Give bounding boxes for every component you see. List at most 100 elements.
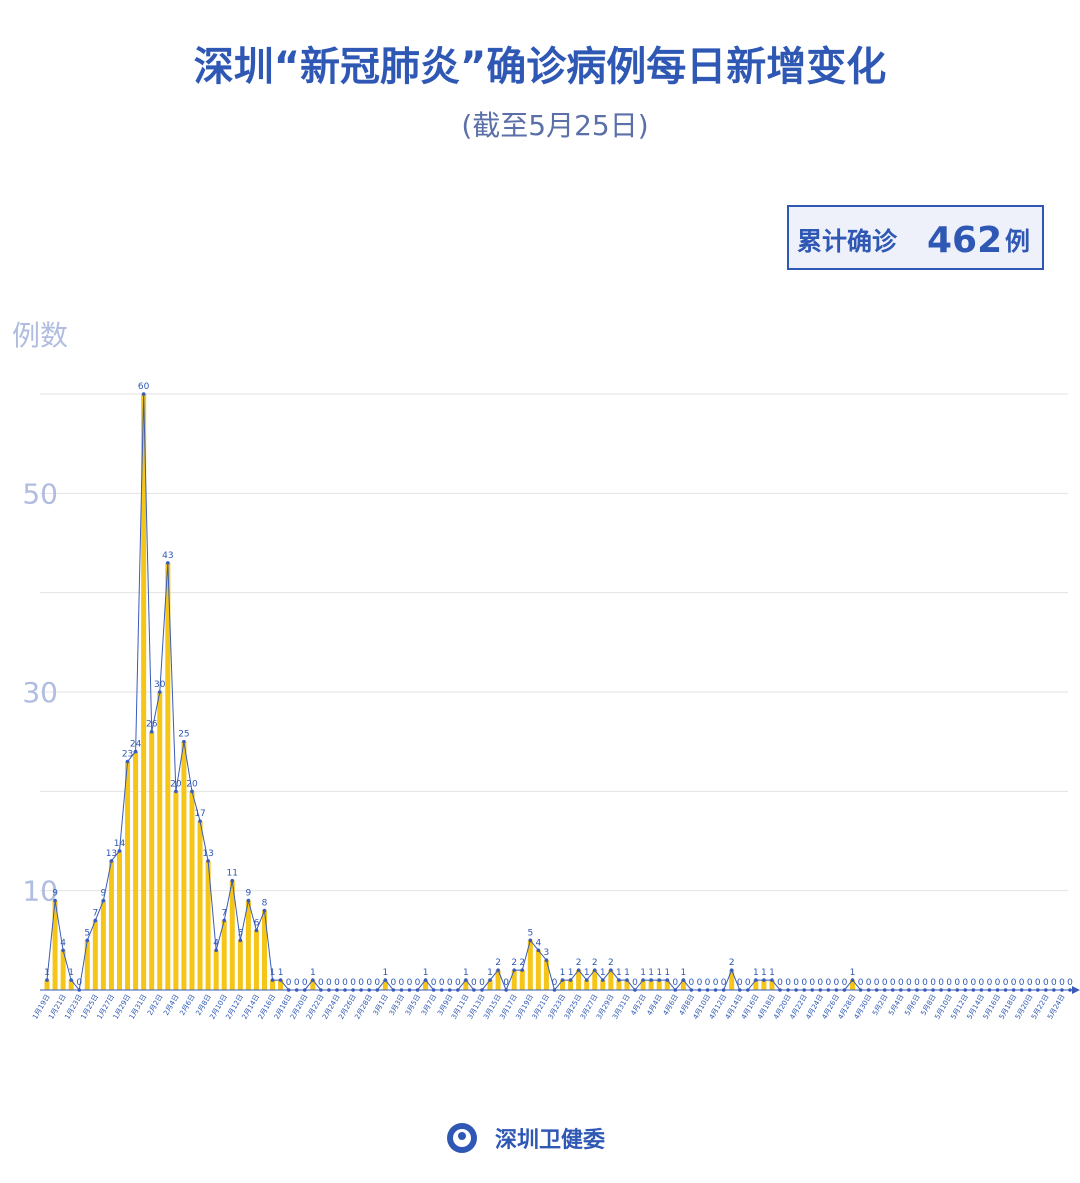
data-label: 0 (479, 978, 485, 988)
point (69, 978, 73, 982)
data-label: 17 (194, 809, 205, 819)
data-label: 1 (310, 968, 316, 978)
bar (149, 731, 155, 990)
data-label: 0 (785, 978, 791, 988)
bar (68, 980, 74, 990)
bar (463, 980, 469, 990)
axis-arrow (1072, 986, 1080, 994)
data-label: 0 (350, 978, 356, 988)
point (109, 859, 114, 863)
data-label: 0 (399, 978, 405, 988)
data-label: 0 (374, 978, 380, 988)
point (536, 948, 541, 953)
bar (487, 980, 493, 990)
point (198, 819, 202, 823)
point (584, 978, 589, 982)
data-label: 0 (825, 978, 831, 988)
data-label: 0 (286, 978, 292, 988)
data-label: 0 (318, 978, 324, 988)
data-label: 0 (689, 978, 695, 988)
data-label: 0 (979, 978, 985, 988)
data-label: 7 (221, 908, 227, 918)
data-label: 0 (906, 978, 912, 988)
data-label: 60 (138, 382, 150, 392)
bar (769, 980, 775, 990)
data-label: 20 (186, 779, 198, 789)
bar (568, 980, 574, 990)
data-label: 0 (809, 978, 815, 988)
data-label: 0 (946, 978, 952, 988)
data-label: 0 (930, 978, 936, 988)
data-label: 0 (882, 978, 888, 988)
bar (592, 970, 598, 990)
data-label: 0 (326, 978, 332, 988)
point (512, 968, 516, 972)
data-label: 0 (1003, 978, 1009, 988)
data-label: 1 (487, 968, 493, 978)
total-label: 累计确诊 (797, 227, 898, 256)
data-label: 0 (858, 978, 864, 988)
data-label: 9 (52, 889, 58, 899)
data-label: 0 (76, 978, 82, 988)
total-box (787, 205, 1044, 270)
bar (60, 950, 66, 990)
data-label: 0 (938, 978, 944, 988)
point (649, 978, 653, 982)
data-label: 3 (544, 948, 550, 958)
data-label: 5 (237, 928, 243, 938)
data-label: 1 (568, 968, 574, 978)
bar (44, 980, 50, 990)
data-label: 0 (1067, 978, 1073, 988)
data-label: 0 (632, 978, 638, 988)
data-label: 0 (922, 978, 928, 988)
bar (761, 980, 767, 990)
point (496, 968, 500, 972)
bar (584, 980, 590, 990)
data-label: 1 (850, 968, 856, 978)
data-label: 0 (737, 978, 743, 988)
data-label: 1 (270, 968, 276, 978)
bar (125, 761, 131, 990)
data-label: 2 (495, 958, 501, 968)
data-label: 0 (793, 978, 799, 988)
data-label: 1 (680, 968, 686, 978)
data-label: 1 (382, 968, 388, 978)
point (214, 948, 218, 953)
y-tick-label: 10 (22, 875, 58, 908)
data-label: 0 (995, 978, 1001, 988)
point (850, 978, 855, 982)
data-label: 11 (227, 869, 238, 879)
bar (261, 910, 267, 990)
data-label: 0 (705, 978, 711, 988)
bar (850, 980, 856, 990)
data-label: 2 (608, 958, 614, 968)
data-label: 0 (962, 978, 968, 988)
point (246, 898, 251, 903)
point (762, 978, 766, 982)
bar (511, 970, 517, 990)
bar (205, 860, 211, 990)
data-label: 0 (817, 978, 823, 988)
data-label: 7 (92, 908, 98, 918)
data-label: 5 (527, 928, 533, 938)
bar (181, 741, 187, 990)
data-label: 1 (600, 968, 606, 978)
data-label: 0 (431, 978, 437, 988)
data-label: 0 (970, 978, 976, 988)
point (609, 968, 613, 972)
bar (729, 970, 735, 990)
bar (624, 980, 630, 990)
data-label: 1 (44, 968, 50, 978)
data-label: 0 (455, 978, 461, 988)
chart-subtitle: (截至5月25日) (461, 109, 648, 142)
point (101, 898, 106, 903)
y-tick-label: 30 (22, 676, 58, 709)
point (133, 749, 138, 754)
data-label: 0 (890, 978, 896, 988)
data-label: 1 (769, 968, 775, 978)
data-label: 0 (954, 978, 960, 988)
data-label: 30 (154, 680, 166, 690)
point (125, 759, 130, 764)
bar (423, 980, 429, 990)
